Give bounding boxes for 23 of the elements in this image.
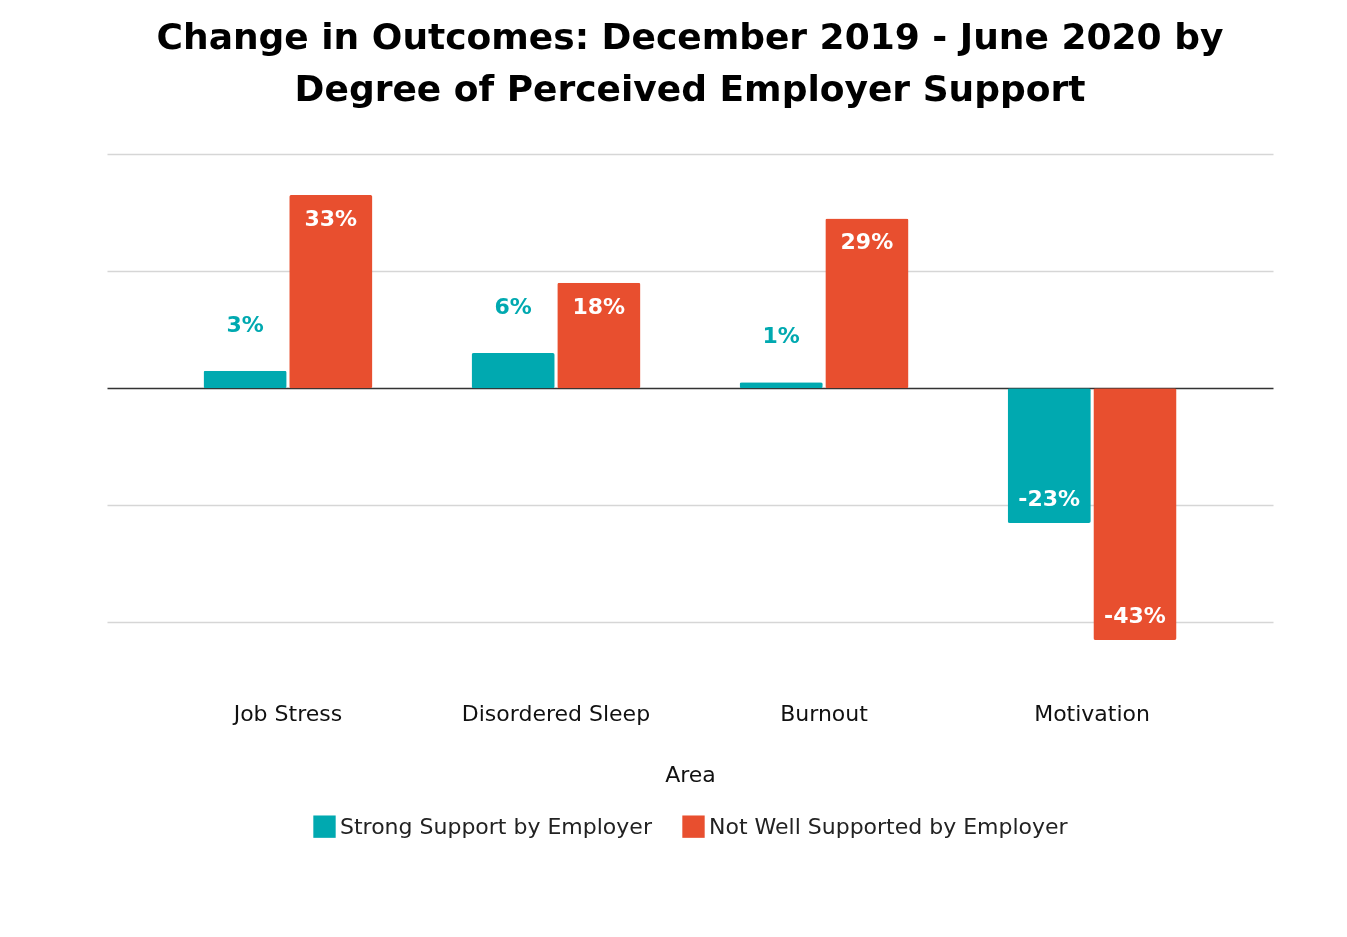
x-tick-label: Motivation (1034, 700, 1150, 726)
bar (825, 218, 909, 389)
x-tick-label: Burnout (780, 700, 869, 726)
data-label: -43% (1104, 603, 1166, 629)
data-label: 3% (226, 311, 264, 337)
bar (471, 353, 555, 389)
legend-label: Strong Support by Employer (340, 813, 653, 839)
bar (289, 194, 373, 389)
data-label: 18% (572, 293, 626, 319)
data-label: -23% (1018, 485, 1081, 511)
x-axis-title: Area (665, 761, 716, 787)
bar (203, 370, 287, 389)
legend-label: Not Well Supported by Employer (709, 813, 1069, 839)
bar (1093, 388, 1177, 641)
x-tick-label: Disordered Sleep (461, 700, 651, 726)
data-label: 33% (304, 205, 358, 231)
data-label: 29% (840, 229, 894, 255)
data-label: 6% (494, 294, 532, 320)
data-label: 1% (762, 323, 800, 349)
chart-title: Change in Outcomes: December 2019 - June 2020 by Degree of Perceived Employer Support (156, 16, 1224, 109)
x-tick-label: Job Stress (231, 700, 343, 726)
bar (1007, 388, 1091, 523)
bar (557, 282, 641, 389)
